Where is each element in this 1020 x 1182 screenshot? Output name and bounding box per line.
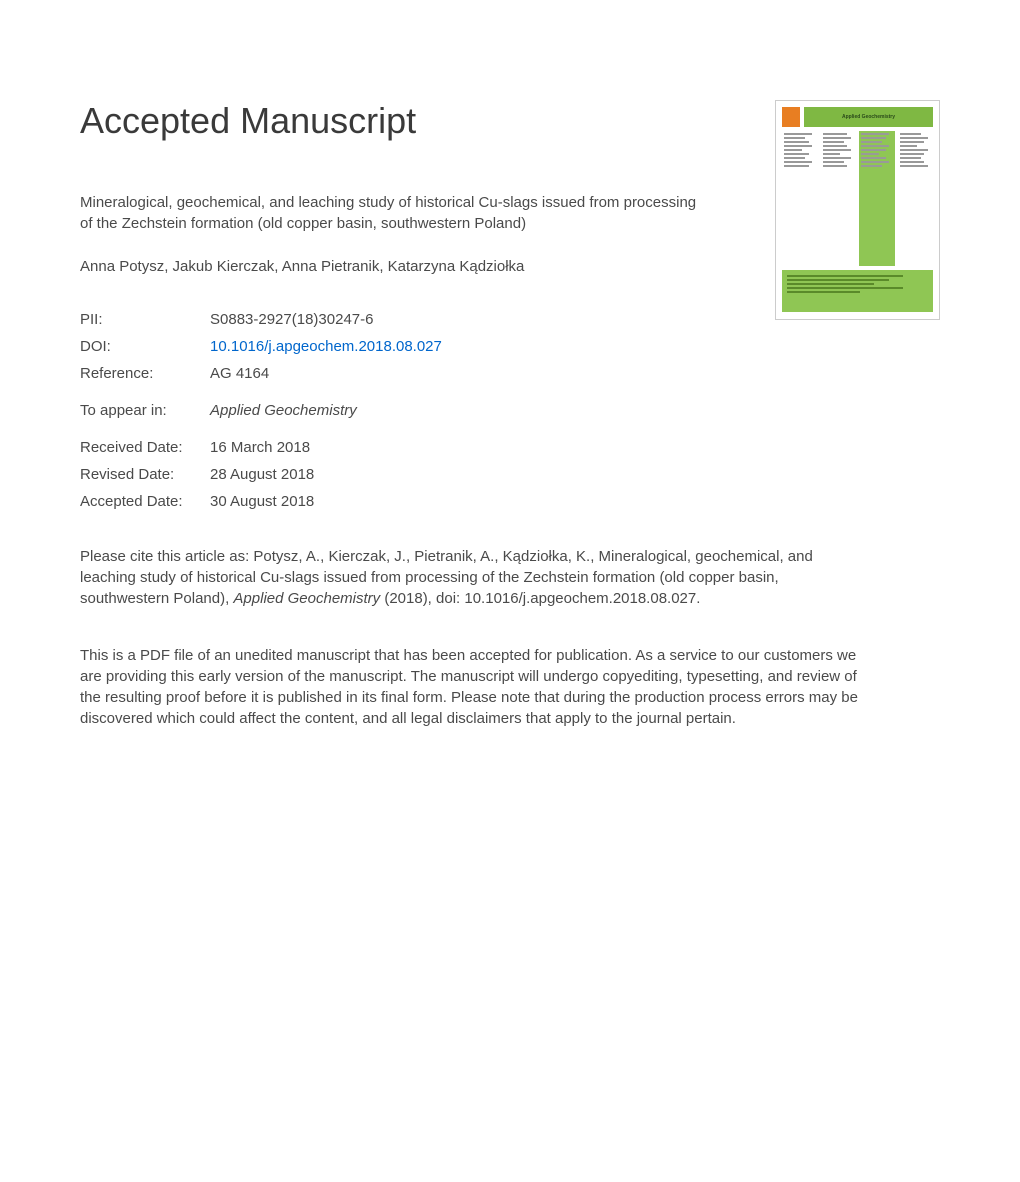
article-title: Mineralogical, geochemical, and leaching… xyxy=(80,192,700,234)
thumb-body xyxy=(782,131,933,266)
thumb-col xyxy=(898,131,934,266)
thumb-col-highlight xyxy=(859,131,895,266)
thumb-col xyxy=(782,131,818,266)
thumb-header: Applied Geochemistry xyxy=(782,107,933,127)
disclaimer-text: This is a PDF file of an unedited manusc… xyxy=(80,645,860,729)
meta-value-journal: Applied Geochemistry xyxy=(210,402,357,419)
citation-suffix: (2018), doi: 10.1016/j.apgeochem.2018.08… xyxy=(380,590,700,607)
meta-label: To appear in: xyxy=(80,402,210,419)
meta-row-revised: Revised Date: 28 August 2018 xyxy=(80,466,940,483)
meta-label: Reference: xyxy=(80,365,210,382)
meta-row-reference: Reference: AG 4164 xyxy=(80,365,940,382)
meta-row-accepted: Accepted Date: 30 August 2018 xyxy=(80,493,940,510)
thumb-footer xyxy=(782,270,933,312)
citation-journal: Applied Geochemistry xyxy=(233,590,380,607)
meta-label: PII: xyxy=(80,311,210,328)
thumb-journal-title: Applied Geochemistry xyxy=(804,107,933,127)
meta-row-received: Received Date: 16 March 2018 xyxy=(80,439,940,456)
doi-link[interactable]: 10.1016/j.apgeochem.2018.08.027 xyxy=(210,338,442,355)
meta-value-accepted-date: 30 August 2018 xyxy=(210,493,314,510)
meta-label: DOI: xyxy=(80,338,210,355)
elsevier-logo-icon xyxy=(782,107,800,127)
meta-value-pii: S0883-2927(18)30247-6 xyxy=(210,311,373,328)
metadata-table: PII: S0883-2927(18)30247-6 DOI: 10.1016/… xyxy=(80,311,940,510)
journal-cover-thumbnail: Applied Geochemistry xyxy=(775,100,940,320)
meta-value-revised-date: 28 August 2018 xyxy=(210,466,314,483)
meta-label: Revised Date: xyxy=(80,466,210,483)
meta-value-received-date: 16 March 2018 xyxy=(210,439,310,456)
meta-label: Accepted Date: xyxy=(80,493,210,510)
citation-text: Please cite this article as: Potysz, A.,… xyxy=(80,546,840,609)
meta-value-reference: AG 4164 xyxy=(210,365,269,382)
meta-row-doi: DOI: 10.1016/j.apgeochem.2018.08.027 xyxy=(80,338,940,355)
meta-label: Received Date: xyxy=(80,439,210,456)
meta-row-appear: To appear in: Applied Geochemistry xyxy=(80,402,940,419)
thumb-col xyxy=(821,131,857,266)
